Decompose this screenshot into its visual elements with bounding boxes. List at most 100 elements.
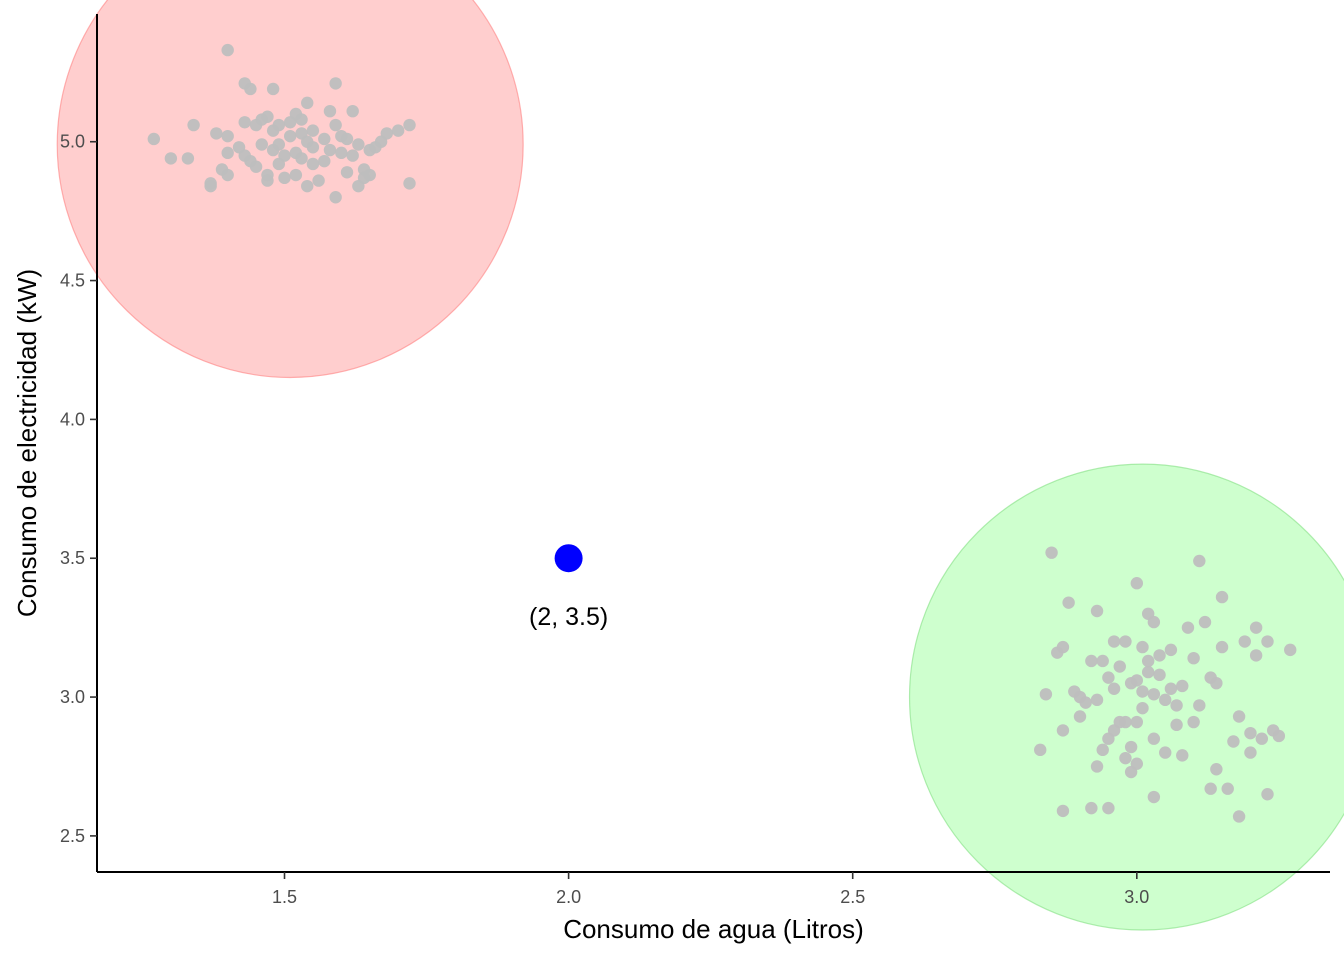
data-point (204, 177, 217, 190)
x-tick-label: 1.5 (272, 887, 297, 907)
x-tick-label: 2.0 (556, 887, 581, 907)
data-point (1170, 718, 1183, 732)
data-point (301, 179, 314, 193)
data-point (1090, 604, 1104, 618)
data-point (181, 152, 195, 165)
cluster-circle-1 (56, 0, 524, 378)
data-point (1261, 788, 1274, 801)
data-point (1124, 740, 1138, 754)
data-point (1227, 735, 1240, 748)
data-point (1159, 746, 1172, 759)
y-axis-title: Consumo de electricidad (kW) (12, 269, 42, 617)
data-point (1181, 621, 1195, 634)
data-point (1119, 635, 1132, 648)
data-point (1085, 801, 1098, 815)
data-point (1073, 710, 1087, 723)
data-point (1244, 746, 1257, 759)
data-point (1062, 596, 1075, 609)
data-point (272, 138, 286, 151)
data-point (340, 132, 354, 146)
data-point (221, 129, 234, 143)
data-point (1210, 763, 1223, 776)
data-point (1170, 699, 1183, 712)
cluster-circles (56, 0, 1344, 931)
data-point (1272, 729, 1286, 743)
data-point (1284, 643, 1297, 657)
data-point (1090, 693, 1104, 707)
highlight-point-label: (2, 3.5) (529, 603, 608, 631)
data-point (1221, 782, 1234, 795)
data-point (346, 149, 359, 162)
data-point (261, 174, 274, 187)
data-point (238, 116, 251, 129)
y-tick-label: 3.0 (60, 687, 85, 707)
data-point (1096, 654, 1109, 668)
data-point (380, 127, 393, 140)
data-point (1187, 651, 1200, 665)
data-point (1039, 688, 1053, 701)
data-point (1147, 790, 1161, 804)
data-point (1232, 710, 1246, 723)
highlight-group: (2, 3.5) (529, 544, 608, 631)
data-point (244, 82, 257, 96)
data-point (1136, 685, 1149, 698)
data-point (1147, 688, 1161, 701)
data-points (147, 43, 1297, 823)
data-point (1056, 724, 1070, 737)
data-point (318, 154, 331, 168)
data-point (249, 160, 263, 173)
data-point (391, 124, 405, 137)
data-point (221, 146, 234, 160)
data-point (1215, 640, 1229, 654)
data-point (340, 166, 354, 179)
data-point (1107, 635, 1121, 648)
data-point (1153, 649, 1166, 662)
data-point (278, 171, 291, 185)
data-point (306, 124, 320, 137)
data-point (272, 118, 286, 132)
data-point (1130, 715, 1144, 729)
data-point (329, 191, 342, 204)
data-point (1056, 804, 1070, 818)
y-tick-label: 5.0 (60, 132, 85, 152)
data-point (1034, 743, 1047, 757)
data-point (289, 168, 303, 182)
data-point (1130, 757, 1144, 770)
data-point (283, 129, 297, 143)
data-point (1130, 577, 1144, 590)
data-point (1176, 749, 1189, 762)
data-point (335, 146, 348, 160)
data-point (1204, 782, 1217, 795)
data-point (1153, 668, 1166, 682)
data-point (255, 138, 268, 151)
data-point (1164, 643, 1178, 657)
data-point (1107, 682, 1121, 695)
highlight-point (554, 544, 583, 573)
data-point (306, 141, 320, 154)
cluster-circle-2 (909, 463, 1344, 931)
data-point (1136, 701, 1149, 715)
data-point (403, 118, 416, 132)
data-point (1198, 615, 1212, 629)
data-point (1141, 654, 1155, 668)
data-point (403, 177, 416, 190)
data-point (295, 113, 308, 126)
data-point (1119, 715, 1132, 729)
data-point (329, 77, 342, 90)
x-axis-title: Consumo de agua (Litros) (563, 914, 864, 944)
data-point (318, 132, 331, 146)
data-point (1249, 621, 1263, 634)
data-point (1141, 665, 1155, 679)
data-point (329, 118, 342, 132)
data-point (301, 96, 314, 110)
data-point (306, 157, 320, 171)
data-point (1255, 732, 1269, 745)
axes: 1.5 2.0 2.5 3.0 2.5 3.0 3.5 4.0 4.5 5.0 (60, 14, 1330, 907)
data-point (221, 168, 234, 182)
data-point (1176, 679, 1189, 693)
data-point (323, 104, 337, 118)
data-point (164, 152, 178, 165)
data-point (1136, 640, 1149, 654)
data-point (1119, 751, 1132, 765)
data-point (1102, 671, 1115, 684)
